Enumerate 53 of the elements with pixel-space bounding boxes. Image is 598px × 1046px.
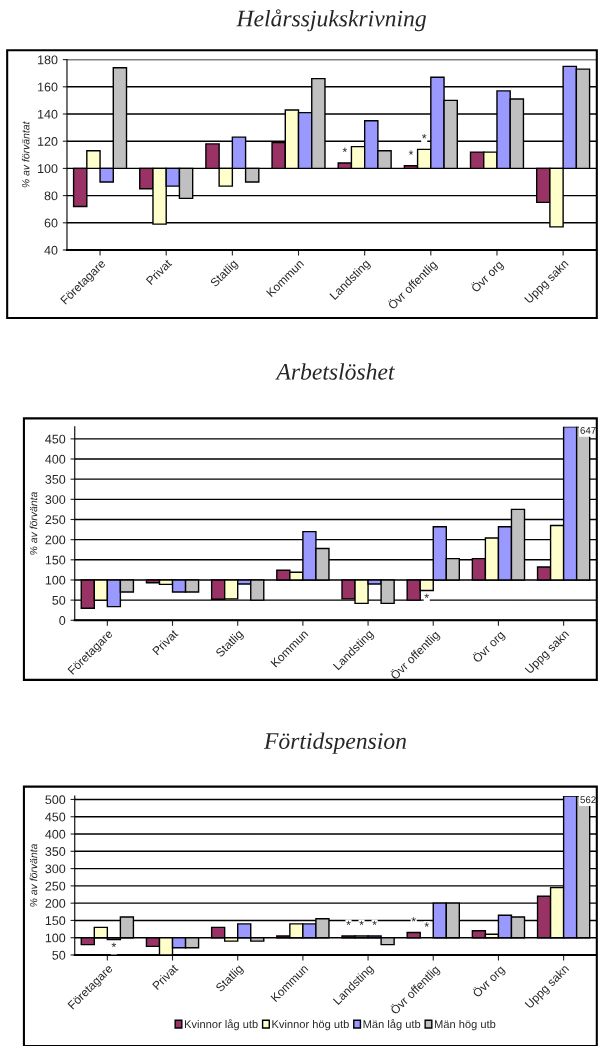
- chart-title: Helårssjukskrivning: [236, 9, 426, 32]
- y-tick-label: 100: [38, 164, 58, 174]
- data-label: *: [346, 920, 351, 926]
- y-tick-label: 0: [59, 616, 66, 625]
- y-tick-label: 50: [52, 950, 66, 960]
- x-tick-label: Övr org: [471, 963, 507, 1000]
- data-label: *: [359, 920, 364, 926]
- y-tick-label: 80: [44, 191, 58, 201]
- y-axis-title: % av förväntat: [21, 121, 30, 188]
- chart-title: Förtidspension: [263, 732, 406, 754]
- chart-title: Arbetslöshet: [275, 363, 395, 380]
- x-tick-label: Övr org: [471, 629, 507, 665]
- data-label: *: [372, 920, 377, 926]
- y-axis-title: % av förvänta: [29, 492, 38, 555]
- y-tick-label: 140: [38, 109, 58, 119]
- y-tick-label: 250: [45, 515, 66, 525]
- y-tick-label: 60: [44, 218, 58, 228]
- y-tick-label: 150: [45, 555, 66, 565]
- legend-label: Kvinnor låg utb: [184, 1019, 258, 1031]
- y-tick-label: 100: [45, 933, 66, 943]
- y-tick-label: 450: [45, 812, 66, 822]
- y-tick-label: 150: [45, 916, 66, 926]
- y-tick-label: 180: [38, 55, 58, 65]
- y-axis-title: % av förvänta: [29, 844, 38, 907]
- annotation: 647: [580, 427, 596, 434]
- y-tick-label: 200: [45, 898, 66, 908]
- y-tick-label: 350: [45, 847, 66, 856]
- y-tick-label: 50: [52, 595, 66, 605]
- y-tick-label: 200: [45, 535, 66, 545]
- y-tick-label: 120: [38, 137, 58, 146]
- y-tick-label: 250: [45, 881, 66, 891]
- data-label: *: [411, 917, 416, 922]
- legend-label: Kvinnor hög utb: [272, 1019, 349, 1031]
- y-tick-label: 500: [45, 795, 66, 805]
- y-tick-label: 100: [45, 575, 66, 585]
- y-tick-label: 400: [45, 829, 66, 839]
- y-tick-label: 160: [38, 82, 58, 92]
- legend-label: Män låg utb: [363, 1019, 421, 1031]
- data-label: *: [421, 134, 427, 139]
- x-tick-label: Övr org: [469, 258, 506, 295]
- annotation: 562: [580, 796, 596, 804]
- y-tick-label: 300: [45, 495, 66, 504]
- text: *: [424, 922, 429, 927]
- y-tick-label: 400: [45, 454, 66, 464]
- legend-label: Män hög utb: [434, 1019, 496, 1031]
- data-label: *: [111, 942, 117, 948]
- data-label: *: [342, 147, 348, 152]
- y-tick-label: 300: [45, 864, 66, 874]
- y-tick-label: 350: [45, 474, 66, 484]
- data-label: *: [408, 150, 414, 155]
- y-tick-label: 40: [44, 245, 58, 255]
- data-label: *: [424, 593, 429, 599]
- y-tick-label: 450: [45, 434, 66, 444]
